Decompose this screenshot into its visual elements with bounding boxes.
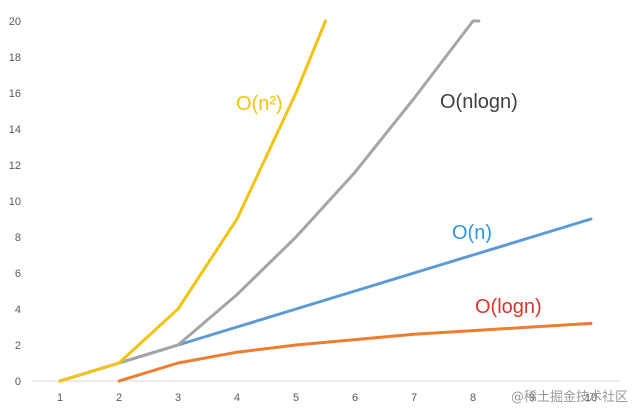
series-annotations: O(n²) O(nlogn) O(n) O(logn) xyxy=(236,91,542,318)
y-tick-label: 14 xyxy=(9,124,21,136)
x-tick-label: 1 xyxy=(57,392,63,404)
y-tick-label: 2 xyxy=(15,340,21,352)
series-line-logn xyxy=(117,321,593,383)
x-tick-label: 6 xyxy=(352,392,358,404)
y-tick-label: 8 xyxy=(15,232,21,244)
series-line-nlogn xyxy=(58,19,481,383)
label-n-squared: O(n²) xyxy=(236,93,283,115)
label-n: O(n) xyxy=(452,222,492,244)
y-tick-label: 6 xyxy=(15,268,21,280)
y-axis-tick-labels: 0 2 4 6 8 10 12 14 16 18 20 xyxy=(9,16,21,388)
series-lines xyxy=(58,19,593,383)
x-tick-label: 8 xyxy=(470,392,476,404)
label-nlogn: O(nlogn) xyxy=(440,91,518,113)
watermark-text: @稀土掘金技术社区 xyxy=(511,389,628,405)
y-tick-label: 20 xyxy=(9,16,21,28)
y-tick-label: 18 xyxy=(9,52,21,64)
series-line-n-squared xyxy=(58,19,327,383)
x-axis-tick-labels: 1 2 3 4 5 6 7 8 9 10 xyxy=(57,392,597,404)
y-tick-label: 10 xyxy=(9,196,21,208)
x-tick-label: 4 xyxy=(234,392,240,404)
x-tick-label: 2 xyxy=(116,392,122,404)
x-tick-label: 7 xyxy=(411,392,417,404)
label-logn: O(logn) xyxy=(475,296,542,318)
x-tick-label: 3 xyxy=(175,392,181,404)
y-tick-label: 0 xyxy=(15,376,21,388)
x-tick-label: 5 xyxy=(293,392,299,404)
y-tick-label: 16 xyxy=(9,88,21,100)
y-tick-label: 4 xyxy=(15,304,21,316)
x-tick-label: 10 xyxy=(585,392,597,404)
y-tick-label: 12 xyxy=(9,160,21,172)
x-tick-label: 9 xyxy=(529,392,535,404)
